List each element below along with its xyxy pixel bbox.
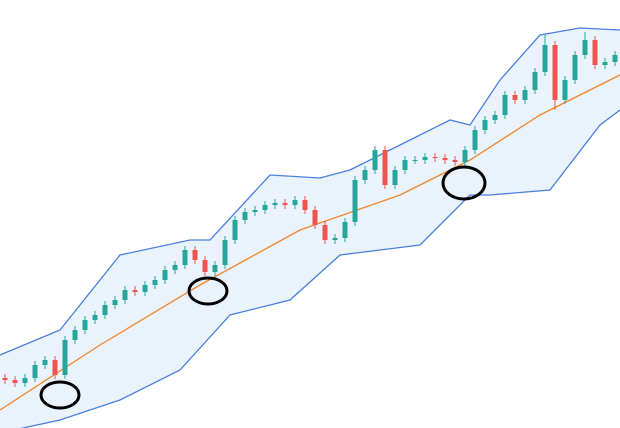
candle-body — [312, 210, 318, 225]
candle-body — [382, 150, 388, 185]
candle-body — [512, 95, 518, 100]
candle-body — [462, 150, 468, 162]
candle-body — [522, 90, 528, 100]
candle-body — [442, 158, 448, 160]
band-line — [0, 27, 620, 356]
candle-body — [592, 40, 598, 65]
candle-body — [542, 45, 548, 72]
candle-body — [212, 265, 218, 272]
candle-body — [192, 250, 198, 260]
highlight-circle — [39, 380, 81, 410]
candle-body — [352, 180, 358, 222]
candle-body — [422, 157, 428, 160]
candle-body — [402, 160, 408, 170]
candle-body — [182, 250, 188, 265]
candle-body — [392, 170, 398, 185]
band-line — [0, 74, 620, 411]
candle-body — [562, 80, 568, 100]
candle-body — [252, 210, 258, 212]
candle-body — [502, 95, 508, 115]
candle-body — [82, 320, 88, 330]
candle-body — [362, 170, 368, 180]
candle-body — [232, 220, 238, 240]
candle-body — [612, 55, 618, 62]
bollinger-bands — [0, 27, 620, 428]
candle-body — [102, 305, 108, 315]
candle-body — [322, 225, 328, 240]
candle-body — [332, 238, 338, 240]
candle-body — [172, 265, 178, 270]
candle-body — [132, 290, 138, 292]
candle-body — [272, 203, 278, 205]
band-fill — [0, 28, 620, 428]
candle-body — [42, 360, 48, 365]
candle-body — [62, 340, 68, 375]
candle-body — [482, 120, 488, 130]
candle-body — [162, 270, 168, 280]
candle-body — [282, 203, 288, 205]
candle-body — [142, 285, 148, 292]
candle-body — [122, 290, 128, 300]
candle-body — [372, 150, 378, 170]
candle-body — [112, 300, 118, 305]
candle-body — [202, 260, 208, 272]
highlight-circle — [441, 165, 487, 201]
candle-body — [552, 45, 558, 100]
candle-body — [532, 72, 538, 90]
candle-body — [72, 330, 78, 340]
highlight-circle — [187, 276, 229, 306]
candle-body — [602, 62, 608, 65]
candle-body — [22, 378, 28, 383]
candle-body — [152, 280, 158, 285]
candles — [2, 32, 618, 387]
candle-body — [472, 130, 478, 150]
candle-body — [302, 200, 308, 210]
candle-body — [412, 160, 418, 161]
candle-body — [582, 40, 588, 55]
candle-body — [342, 222, 348, 238]
candle-body — [492, 115, 498, 120]
annotations — [39, 165, 487, 410]
candle-body — [432, 157, 438, 158]
band-line — [20, 109, 620, 428]
candle-body — [52, 360, 58, 375]
candle-body — [262, 205, 268, 210]
candle-body — [572, 55, 578, 80]
candle-body — [222, 240, 228, 265]
candle-body — [2, 378, 8, 380]
candle-body — [292, 200, 298, 205]
candle-body — [92, 315, 98, 320]
candle-body — [32, 365, 38, 378]
candle-body — [242, 212, 248, 220]
candle-body — [12, 380, 18, 383]
candle-body — [452, 160, 458, 162]
